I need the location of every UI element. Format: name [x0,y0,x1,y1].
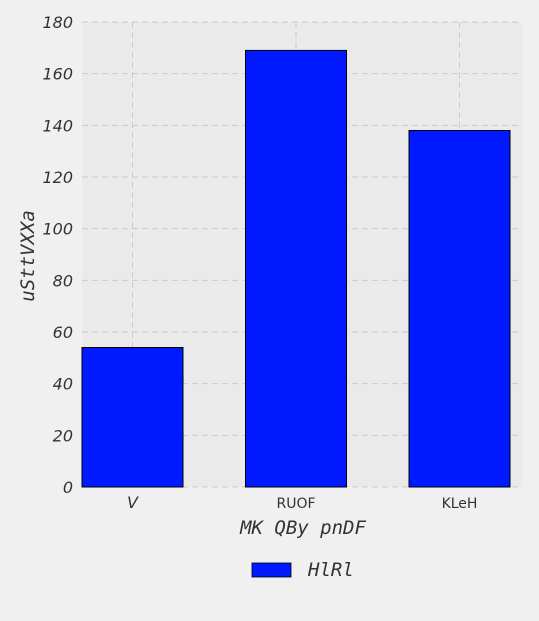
bar-v [81,347,184,488]
x-tick-label: V [127,493,139,512]
x-tick-label: RUOF [276,496,315,512]
x-axis-ticks: V RUOF KLeH [127,493,477,512]
x-tick-label: KLeH [442,496,478,512]
y-tick-label: 120 [42,168,73,187]
bar-ruof [245,49,347,488]
y-tick-label: 20 [53,426,73,445]
legend-swatch [251,562,292,578]
y-tick-label: 180 [42,13,73,32]
legend: HlRl [251,559,354,581]
y-tick-label: 80 [53,271,73,290]
y-tick-label: 40 [53,375,73,394]
x-axis-title: MK QBy pnDF [239,517,366,539]
y-tick-label: 60 [53,323,73,342]
y-tick-label: 140 [42,116,73,135]
y-axis-ticks: 0 20 40 60 80 100 120 140 160 180 [42,13,73,497]
y-tick-label: 100 [42,220,73,239]
legend-label: HlRl [307,559,354,581]
y-axis-title: uSttVXXa [17,210,39,302]
y-tick-label: 0 [63,478,73,497]
bars [81,49,511,488]
bar-kleh [408,130,511,488]
y-tick-label: 160 [42,65,73,84]
